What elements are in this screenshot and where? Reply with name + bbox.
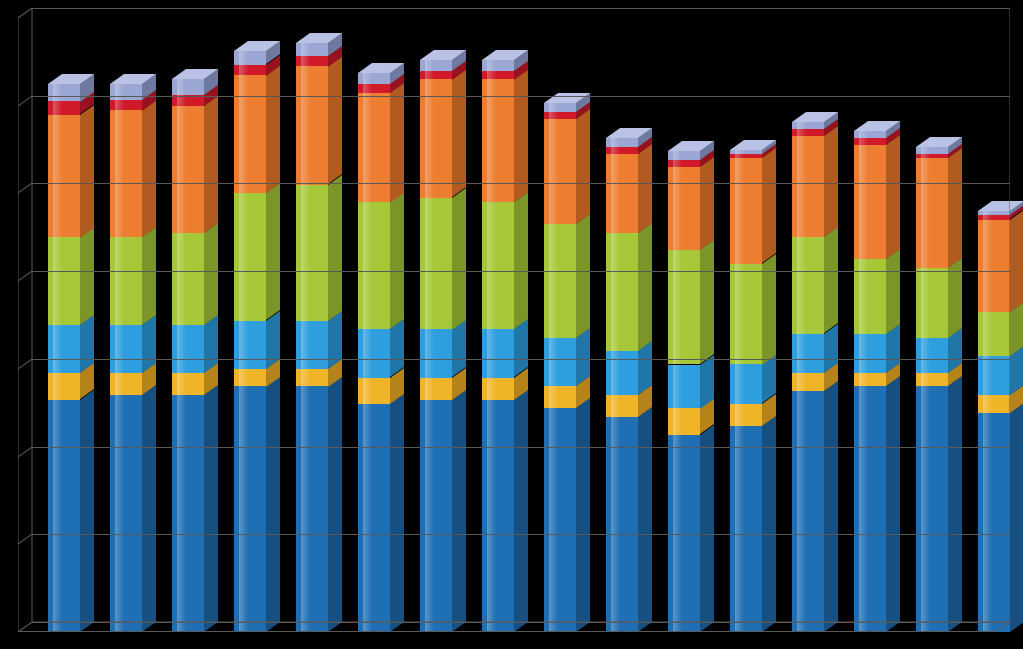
- axis-frame: [18, 8, 1010, 632]
- plot-area: [18, 8, 1010, 632]
- stacked-bar-3d-chart: [0, 0, 1023, 649]
